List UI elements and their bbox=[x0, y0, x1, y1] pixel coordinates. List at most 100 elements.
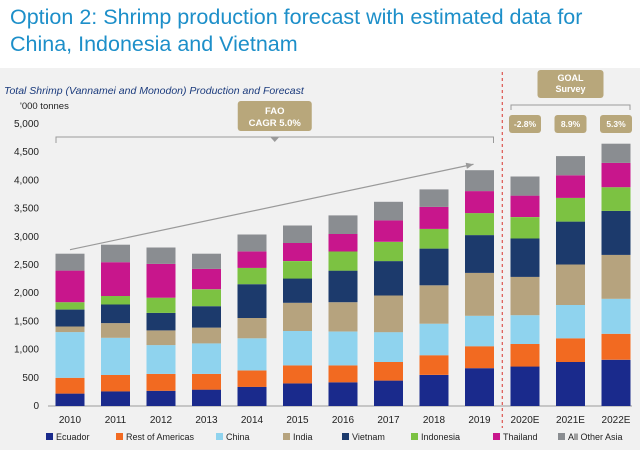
chart-panel: Total Shrimp (Vannamei and Monodon) Prod… bbox=[0, 68, 640, 450]
bar-segment bbox=[556, 264, 585, 305]
y-tick-label: 0 bbox=[33, 401, 39, 412]
bar-segment bbox=[556, 305, 585, 339]
bar-segment bbox=[510, 344, 540, 367]
bar-segment bbox=[146, 330, 176, 346]
goal-box bbox=[537, 70, 604, 98]
bar-segment bbox=[465, 368, 494, 406]
bar-segment bbox=[101, 323, 130, 338]
fao-label: FAO bbox=[265, 106, 285, 117]
bar-segment bbox=[510, 366, 540, 406]
bar-segment bbox=[601, 210, 631, 255]
y-tick-label: 2,000 bbox=[14, 288, 39, 299]
bar-segment bbox=[556, 221, 585, 265]
bars bbox=[55, 143, 631, 406]
y-tick-label: 3,000 bbox=[14, 232, 39, 243]
x-tick-label: 2015 bbox=[286, 415, 309, 426]
bar-segment bbox=[601, 143, 631, 163]
bar-segment bbox=[146, 297, 176, 313]
bar-segment bbox=[465, 235, 494, 273]
bar-segment bbox=[465, 346, 494, 369]
legend-label: China bbox=[226, 432, 250, 442]
growth-badge bbox=[600, 115, 632, 133]
bar-segment bbox=[419, 189, 449, 207]
bar-segment bbox=[601, 298, 631, 334]
x-tick-label: 2016 bbox=[332, 415, 355, 426]
bar-segment bbox=[556, 156, 585, 176]
bar-segment bbox=[101, 262, 130, 296]
bar-segment bbox=[283, 383, 312, 406]
fao-cagr-label: CAGR 5.0% bbox=[249, 118, 302, 129]
x-axis: 2010 2011 2012 2013 2014 2015 2016 2017 2018 2019… bbox=[59, 415, 631, 426]
bar-segment bbox=[101, 337, 130, 375]
x-tick-label: 2010 bbox=[59, 415, 82, 426]
bar-segment bbox=[465, 213, 494, 236]
bar-segment bbox=[55, 302, 85, 310]
y-tick-label: 4,000 bbox=[14, 175, 39, 186]
growth-badge bbox=[554, 115, 587, 133]
bar-segment bbox=[55, 393, 85, 406]
bar-segment bbox=[419, 248, 449, 286]
bar-segment bbox=[237, 284, 267, 318]
bar-segment bbox=[192, 289, 221, 307]
bar-segment bbox=[328, 234, 358, 252]
bar-segment bbox=[283, 302, 312, 331]
bar-segment bbox=[283, 243, 312, 261]
bar-segment bbox=[465, 191, 494, 214]
y-tick-label: 4,500 bbox=[14, 147, 39, 158]
bar-segment bbox=[283, 261, 312, 279]
legend-swatch bbox=[342, 433, 349, 440]
bar-segment bbox=[419, 375, 449, 406]
chart-title: Total Shrimp (Vannamei and Monodon) Prod… bbox=[4, 85, 305, 97]
fao-pointer bbox=[269, 136, 280, 142]
x-tick-label: 2011 bbox=[105, 415, 127, 426]
bar-segment bbox=[192, 343, 221, 374]
bar-segment bbox=[374, 241, 403, 262]
bar-segment bbox=[601, 254, 631, 299]
bar-segment bbox=[419, 355, 449, 375]
legend-label: All Other Asia bbox=[568, 432, 623, 442]
x-tick-label: 2020E bbox=[511, 415, 540, 426]
legend-label: Vietnam bbox=[352, 432, 385, 442]
bar-segment bbox=[146, 345, 176, 374]
trend-arrow-line bbox=[69, 163, 474, 251]
bar-segment bbox=[374, 362, 403, 381]
bar-segment bbox=[510, 238, 540, 277]
bar-segment bbox=[237, 386, 267, 406]
y-tick-label: 500 bbox=[22, 373, 39, 384]
legend-label: Indonesia bbox=[421, 432, 460, 442]
growth-label: 5.3% bbox=[606, 119, 626, 129]
bar-segment bbox=[328, 251, 358, 271]
bar-segment bbox=[283, 278, 312, 303]
bar-segment bbox=[192, 253, 221, 269]
bar-segment bbox=[55, 377, 85, 394]
bar-segment bbox=[374, 261, 403, 296]
x-tick-label: 2022E bbox=[602, 415, 631, 426]
bar-segment bbox=[510, 217, 540, 239]
slide-title: Option 2: Shrimp production forecast wit… bbox=[10, 5, 583, 56]
bar-segment bbox=[510, 176, 540, 196]
legend-label: Rest of Americas bbox=[126, 432, 195, 442]
bar-segment bbox=[328, 302, 358, 332]
bar-segment bbox=[55, 253, 85, 271]
bar-segment bbox=[237, 338, 267, 371]
bar-segment bbox=[146, 263, 176, 298]
bar-segment bbox=[101, 391, 130, 406]
bar-segment bbox=[328, 270, 358, 303]
trend-arrow-head bbox=[465, 162, 474, 169]
growth-label: 8.9% bbox=[561, 119, 581, 129]
bar-segment bbox=[55, 326, 85, 333]
bar-segment bbox=[419, 206, 449, 229]
bar-segment bbox=[192, 327, 221, 344]
bar-segment bbox=[465, 170, 494, 192]
bar-segment bbox=[556, 175, 585, 198]
bar-segment bbox=[237, 370, 267, 387]
goal-label: GOAL bbox=[558, 73, 585, 83]
bar-segment bbox=[55, 332, 85, 378]
bar-segment bbox=[146, 373, 176, 391]
bar-segment bbox=[328, 365, 358, 383]
shrimp-production-chart: Total Shrimp (Vannamei and Monodon) Prod… bbox=[4, 70, 632, 442]
legend-swatch bbox=[216, 433, 223, 440]
bar-segment bbox=[465, 315, 494, 347]
x-tick-label: 2012 bbox=[150, 415, 173, 426]
